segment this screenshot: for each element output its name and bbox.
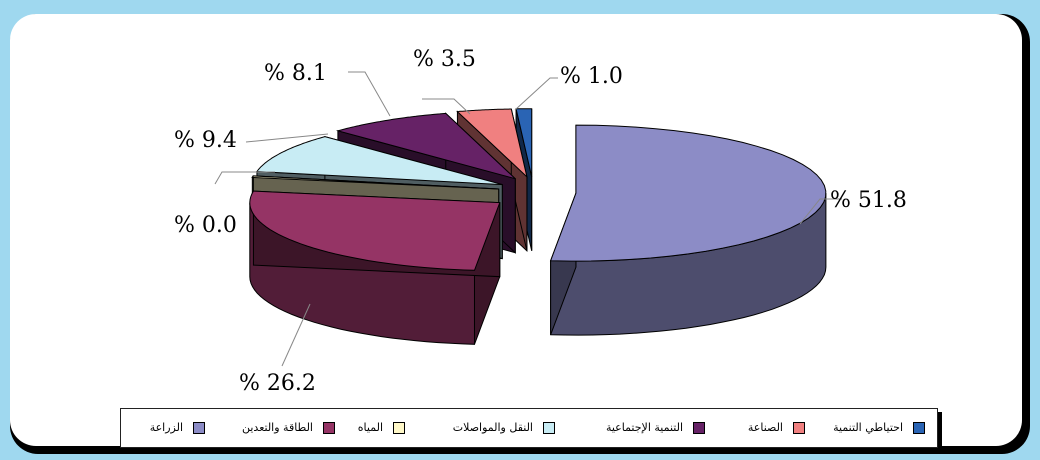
leader-line-4 xyxy=(348,71,391,117)
slice-top xyxy=(249,190,501,271)
leader-line-0 xyxy=(799,198,842,225)
data-label-water: % 0.0 xyxy=(174,213,237,238)
leader-line-2 xyxy=(214,171,275,185)
legend-swatch xyxy=(793,422,805,434)
data-label-transport: % 9.4 xyxy=(174,128,237,153)
legend-item-industry: الصناعة xyxy=(711,420,811,436)
data-label-industry: % 3.5 xyxy=(413,47,476,72)
legend-swatch xyxy=(913,422,925,434)
legend-label: الطاقة والتعدين xyxy=(242,421,313,434)
legend-swatch xyxy=(693,422,705,434)
legend-item-development-reserve: احتياطي التنمية xyxy=(811,420,931,436)
slice-top xyxy=(255,136,503,186)
legend-label: النقل والمواصلات xyxy=(452,421,533,434)
legend-swatch xyxy=(323,422,335,434)
chart-panel: % 51.8 % 26.2 % 0.0 % 9.4 % 8.1 % 3.5 % … xyxy=(10,14,1022,448)
legend-label: الزراعة xyxy=(149,421,183,434)
legend-item-social-development: التنمية الإجتماعية xyxy=(561,420,711,436)
pie-chart xyxy=(214,71,842,367)
data-label-agriculture: % 51.8 xyxy=(830,188,907,213)
legend-label: التنمية الإجتماعية xyxy=(605,421,683,434)
slice-top xyxy=(335,112,516,180)
legend-swatch xyxy=(543,422,555,434)
legend: احتياطي التنمية الصناعة التنمية الإجتماع… xyxy=(120,408,938,448)
legend-swatch xyxy=(393,422,405,434)
pie-slice-1 xyxy=(249,190,501,345)
leader-line-1 xyxy=(281,303,311,367)
legend-item-energy-mining: الطاقة والتعدين xyxy=(211,420,341,436)
leader-line-3 xyxy=(245,133,329,143)
slice-top xyxy=(549,124,827,262)
slice-top xyxy=(251,175,499,190)
pie-slice-0 xyxy=(549,124,827,336)
chart-frame: % 51.8 % 26.2 % 0.0 % 9.4 % 8.1 % 3.5 % … xyxy=(10,14,1030,454)
legend-item-water: المياه xyxy=(341,420,411,436)
legend-label: الصناعة xyxy=(747,421,783,434)
slice-top xyxy=(515,108,533,177)
slice-top xyxy=(456,108,528,179)
legend-label: المياه xyxy=(357,421,383,434)
legend-swatch xyxy=(193,422,205,434)
data-label-social-development: % 8.1 xyxy=(264,61,327,86)
legend-item-agriculture: الزراعة xyxy=(127,420,211,436)
leader-line-5 xyxy=(422,98,471,115)
legend-label: احتياطي التنمية xyxy=(833,421,903,434)
data-label-development-reserve: % 1.0 xyxy=(560,64,623,89)
leader-line-6 xyxy=(514,77,558,111)
data-label-energy-mining: % 26.2 xyxy=(239,371,316,396)
legend-item-transport: النقل والمواصلات xyxy=(411,420,561,436)
